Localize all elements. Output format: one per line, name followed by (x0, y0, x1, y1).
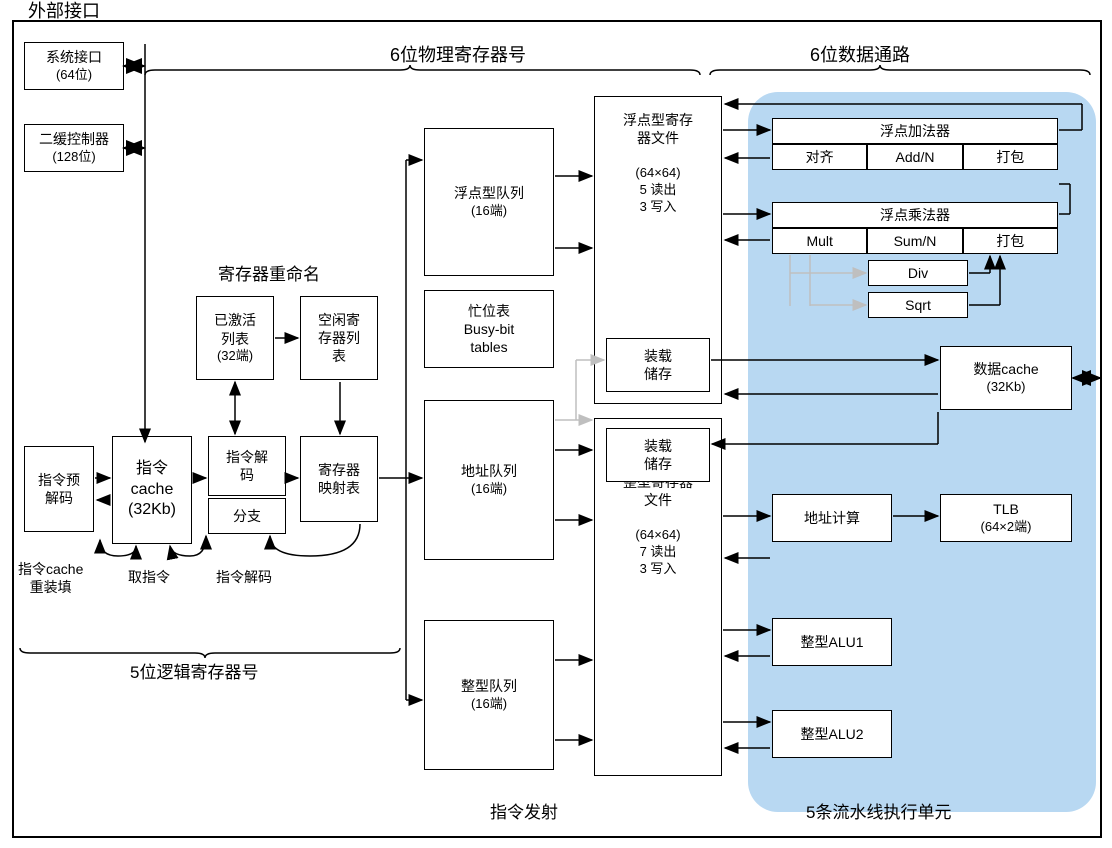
fp-mult-text: 浮点乘法器 (880, 206, 950, 224)
decode-text: 指令解 码 (226, 448, 268, 484)
log-reg-label: 5位逻辑寄存器号 (130, 662, 258, 684)
phys-reg-label: 6位物理寄存器号 (390, 44, 526, 67)
predecode-box: 指令预 解码 (24, 446, 94, 532)
fp-adder-box: 浮点加法器 (772, 118, 1058, 144)
pack2-stage: 打包 (963, 228, 1058, 254)
addr-queue-sub: (16端) (471, 481, 507, 498)
fp-queue-sub: (16端) (471, 203, 507, 220)
active-list-text: 已激活 列表 (214, 311, 256, 347)
alu1-text: 整型ALU1 (800, 633, 863, 651)
tlb-box: TLB (64×2端) (940, 494, 1072, 542)
addr-queue-text: 地址队列 (461, 462, 517, 480)
exec-units-label: 5条流水线执行单元 (806, 802, 951, 824)
sys-if-bits: (64位) (56, 67, 92, 84)
sys-if-text: 系统接口 (46, 48, 102, 66)
active-list-box: 已激活 列表 (32端) (196, 296, 274, 380)
tlb-sub: (64×2端) (981, 519, 1032, 536)
free-reg-box: 空闲寄 存器列 表 (300, 296, 378, 380)
int-queue-text: 整型队列 (461, 677, 517, 695)
branch-text: 分支 (233, 507, 261, 525)
fp-queue-text: 浮点型队列 (454, 184, 524, 202)
icache-refill-label: 指令cache 重装填 (18, 560, 83, 596)
dcache-text: 数据cache (973, 360, 1038, 378)
pack1-stage: 打包 (963, 144, 1058, 170)
regmap-box: 寄存器 映射表 (300, 436, 378, 522)
fetch-label: 取指令 (128, 568, 170, 586)
busy-bit-text: 忙位表 Busy-bit tables (464, 302, 515, 357)
alu2-box: 整型ALU2 (772, 710, 892, 758)
sumn-stage: Sum/N (867, 228, 962, 254)
addn-stage: Add/N (867, 144, 962, 170)
regmap-text: 寄存器 映射表 (318, 461, 360, 497)
sqrt-box: Sqrt (868, 292, 968, 318)
align-stage: 对齐 (772, 144, 867, 170)
diagram-canvas: 外部接口 6位物理寄存器号 6位数据通路 系统接口 (64位) 二缓控制器 (1… (0, 0, 1112, 848)
system-interface-box: 系统接口 (64位) (24, 42, 124, 90)
datapath-label: 6位数据通路 (810, 44, 910, 67)
fp-adder-text: 浮点加法器 (880, 122, 950, 140)
ls1-text: 装载 储存 (644, 347, 672, 383)
decode-stage-label: 指令解码 (216, 568, 272, 586)
l2-controller-box: 二缓控制器 (128位) (24, 124, 124, 172)
addr-calc-text: 地址计算 (804, 509, 860, 527)
predecode-text: 指令预 解码 (38, 471, 80, 507)
fp-adder-stages: 对齐 Add/N 打包 (772, 144, 1058, 170)
tlb-text: TLB (993, 500, 1019, 518)
mult-stage: Mult (772, 228, 867, 254)
l2-ctrl-bits: (128位) (52, 149, 95, 166)
external-interface-label: 外部接口 (28, 0, 100, 23)
ls2-text: 装载 储存 (644, 437, 672, 473)
icache-box: 指令 cache (32Kb) (112, 436, 192, 544)
int-queue-box: 整型队列 (16端) (424, 620, 554, 770)
free-reg-text: 空闲寄 存器列 表 (318, 311, 360, 366)
fp-queue-box: 浮点型队列 (16端) (424, 128, 554, 276)
active-list-sub: (32端) (217, 348, 253, 365)
load-store1-box: 装载 储存 (606, 338, 710, 392)
fp-regfile-text: 浮点型寄存 器文件 (623, 111, 693, 147)
div-text: Div (908, 264, 928, 282)
alu2-text: 整型ALU2 (800, 725, 863, 743)
addr-calc-box: 地址计算 (772, 494, 892, 542)
int-regfile-sub: (64×64) 7 读出 3 写入 (635, 527, 680, 578)
reg-rename-label: 寄存器重命名 (218, 264, 320, 286)
l2-ctrl-text: 二缓控制器 (39, 130, 109, 148)
decode-box: 指令解 码 (208, 436, 286, 496)
div-box: Div (868, 260, 968, 286)
icache-text: 指令 cache (32Kb) (128, 459, 176, 521)
sqrt-text: Sqrt (905, 296, 931, 314)
dcache-sub: (32Kb) (986, 379, 1025, 396)
load-store2-box: 装载 储存 (606, 428, 710, 482)
fp-mult-stages: Mult Sum/N 打包 (772, 228, 1058, 254)
fp-regfile-sub: (64×64) 5 读出 3 写入 (635, 165, 680, 216)
issue-label: 指令发射 (490, 802, 558, 824)
branch-box: 分支 (208, 498, 286, 534)
fp-mult-box: 浮点乘法器 (772, 202, 1058, 228)
busy-bit-box: 忙位表 Busy-bit tables (424, 290, 554, 368)
int-queue-sub: (16端) (471, 696, 507, 713)
dcache-box: 数据cache (32Kb) (940, 346, 1072, 410)
addr-queue-box: 地址队列 (16端) (424, 400, 554, 560)
alu1-box: 整型ALU1 (772, 618, 892, 666)
